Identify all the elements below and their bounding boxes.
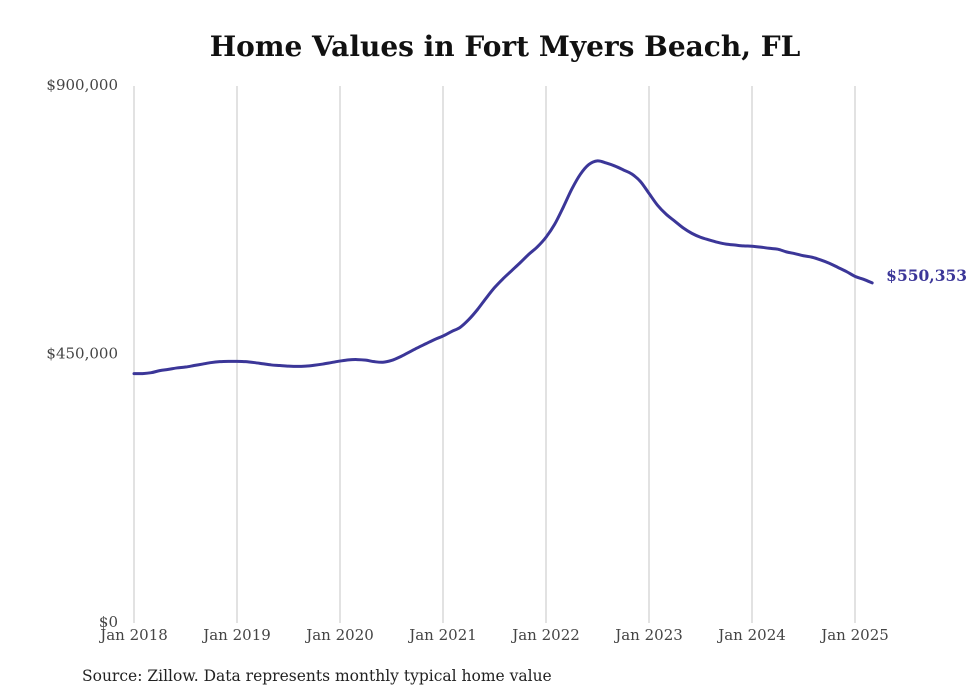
- x-tick-label-1: Jan 2019: [201, 626, 271, 644]
- y-tick-label-1: $450,000: [46, 345, 118, 363]
- series-line-0: [132, 159, 874, 376]
- end-value-label-0: $550,353: [886, 266, 967, 285]
- x-tick-label-2: Jan 2020: [304, 626, 374, 644]
- x-tick-label-6: Jan 2024: [716, 626, 786, 644]
- gridlines: [133, 86, 856, 623]
- y-tick-label-0: $0: [99, 613, 118, 631]
- chart-title: Home Values in Fort Myers Beach, FL: [209, 30, 801, 63]
- x-tick-label-4: Jan 2022: [510, 626, 580, 644]
- x-tick-label-3: Jan 2021: [407, 626, 477, 644]
- y-tick-label-2: $900,000: [46, 76, 118, 94]
- x-tick-label-0: Jan 2018: [98, 626, 168, 644]
- x-axis-ticks: Jan 2018 Jan 2019 Jan 2020 Jan 2021 Jan 2022…: [98, 626, 889, 644]
- source-note: Source: Zillow. Data represents monthly …: [82, 667, 552, 685]
- series-layer: $550,353: [132, 159, 967, 376]
- x-tick-label-5: Jan 2023: [613, 626, 683, 644]
- y-axis-ticks: $0 $450,000 $900,000: [46, 76, 118, 631]
- x-tick-label-7: Jan 2025: [819, 626, 889, 644]
